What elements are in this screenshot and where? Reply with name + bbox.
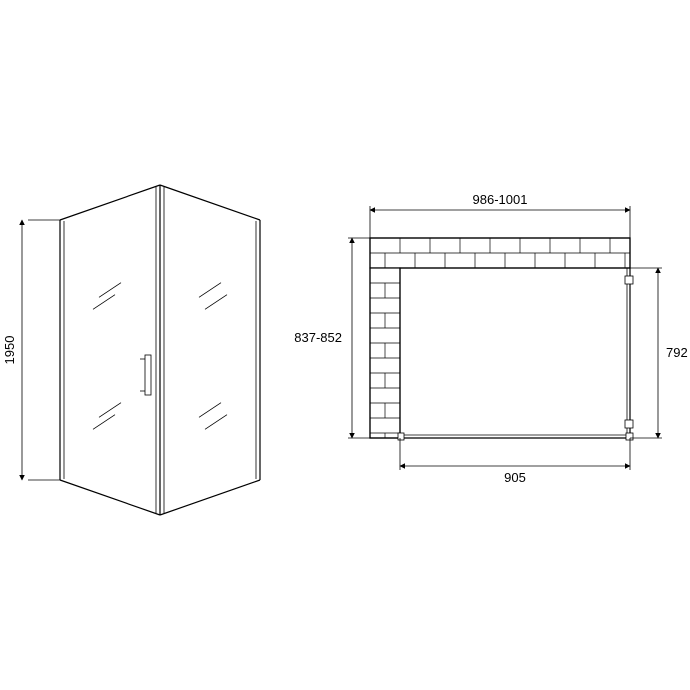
door-handle [145,355,151,395]
dim-label-bottom: 905 [504,470,526,485]
dim-label-left: 837-852 [294,330,342,345]
plan-view: 986-1001 837-852 792 905 [294,192,687,485]
wall-outline [370,238,630,438]
dim-label-1950: 1950 [2,336,17,365]
technical-drawing: 1950 986-1001 837-852 792 905 [0,0,690,690]
isometric-view: 1950 [2,185,260,515]
dim-label-right: 792 [666,345,688,360]
dim-label-top: 986-1001 [473,192,528,207]
